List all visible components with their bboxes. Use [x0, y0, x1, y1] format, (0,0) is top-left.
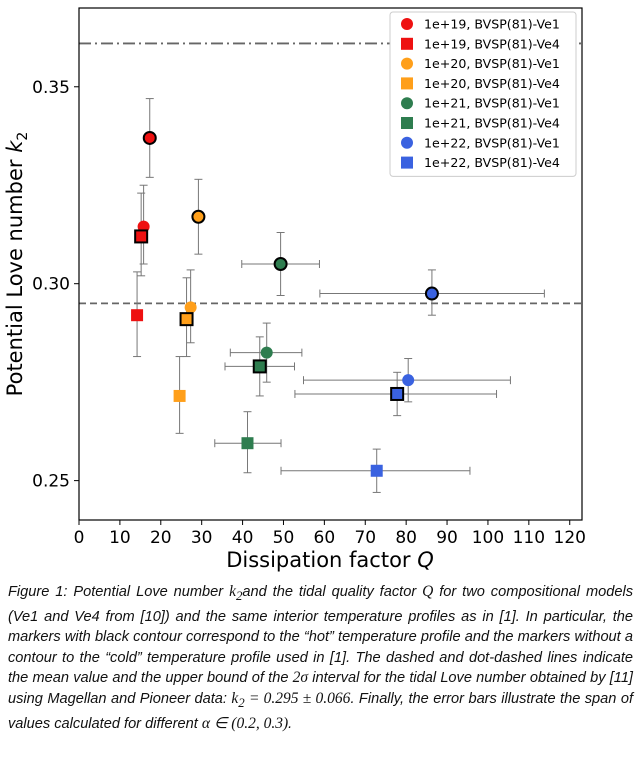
legend-label-1: 1e+19, BVSP(81)-Ve4	[424, 36, 560, 51]
plot-area	[78, 7, 583, 521]
x-tick-label-90: 90	[436, 528, 458, 548]
y-tick-label-0.25: 0.25	[32, 472, 70, 492]
legend-label-3: 1e+20, BVSP(81)-Ve4	[424, 76, 560, 91]
point-s7-p1-square	[370, 464, 383, 477]
legend-label-4: 1e+21, BVSP(81)-Ve1	[424, 96, 560, 111]
x-tick-label-10: 10	[109, 528, 131, 548]
legend-label-6: 1e+22, BVSP(81)-Ve1	[424, 135, 560, 150]
plot-frame	[78, 7, 583, 521]
caption-q: Q	[422, 583, 434, 600]
legend: 1e+19, BVSP(81)-Ve1 1e+19, BVSP(81)-Ve4 1e…	[389, 11, 577, 177]
x-tick-label-60: 60	[314, 528, 336, 548]
point-s4-p0-circle	[273, 257, 288, 271]
legend-marker-3	[401, 77, 413, 90]
legend-marker-0	[401, 18, 413, 30]
point-s1-p1-square	[131, 309, 144, 322]
x-tick-label-100: 100	[472, 528, 504, 548]
point-s5-p0-square	[252, 359, 267, 374]
point-s5-p1-square	[241, 437, 254, 450]
legend-marker-7	[401, 156, 413, 169]
y-tick-label-0.35: 0.35	[32, 78, 70, 98]
legend-marker-4	[401, 97, 413, 110]
legend-marker-1	[401, 37, 413, 50]
legend-label-5: 1e+21, BVSP(81)-Ve4	[424, 116, 560, 131]
x-tick-label-70: 70	[354, 528, 376, 548]
point-s4-p1-circle	[260, 346, 273, 359]
point-s2-p0-circle	[191, 209, 206, 224]
point-s1-p0-square	[134, 229, 149, 244]
legend-marker-5	[401, 117, 413, 129]
legend-label-0: 1e+19, BVSP(81)-Ve1	[424, 17, 560, 32]
x-tick-label-20: 20	[150, 528, 172, 548]
point-s6-p1-circle	[402, 374, 415, 387]
x-axis-title: Dissipation factor Q	[226, 548, 434, 572]
axis-ticks: 0 10 20 30 40 50 60 70 80 90 100 110 120 0.25 0.30 0.35	[32, 78, 586, 548]
point-s0-p0-circle	[142, 130, 157, 145]
x-tick-label-0: 0	[74, 528, 85, 548]
caption-k2: k2	[229, 583, 243, 604]
point-s7-p0-square	[390, 386, 405, 401]
point-s3-p1-square	[173, 389, 186, 402]
caption-k2-value: k2 = 0.295 ± 0.066	[231, 690, 351, 711]
legend-marker-6	[401, 136, 413, 149]
x-tick-label-40: 40	[232, 528, 254, 548]
legend-label-2: 1e+20, BVSP(81)-Ve1	[424, 56, 560, 71]
point-s3-p0-square	[179, 312, 194, 327]
legend-box	[389, 11, 577, 177]
x-tick-label-110: 110	[513, 528, 545, 548]
legend-label-7: 1e+22, BVSP(81)-Ve4	[424, 155, 560, 170]
x-tick-label-30: 30	[191, 528, 213, 548]
x-tick-label-50: 50	[273, 528, 295, 548]
caption-two-sigma: 2σ	[292, 669, 309, 687]
y-tick-label-0.30: 0.30	[32, 275, 70, 295]
point-s2-p1-circle	[184, 301, 197, 314]
figure-caption: Figure 1: Potential Love number k2and th…	[8, 583, 634, 732]
love-number-chart: 0 10 20 30 40 50 60 70 80 90 100 110 120 0.25 0.30 0.35…	[3, 7, 586, 572]
x-tick-label-120: 120	[554, 528, 586, 548]
caption-alpha-range: α ∈ (0.2, 0.3)	[201, 714, 289, 732]
legend-marker-2	[401, 57, 413, 70]
y-axis-title: Potential Love number k2	[3, 132, 31, 397]
x-tick-label-80: 80	[395, 528, 417, 548]
point-s6-p0-circle	[424, 286, 439, 301]
